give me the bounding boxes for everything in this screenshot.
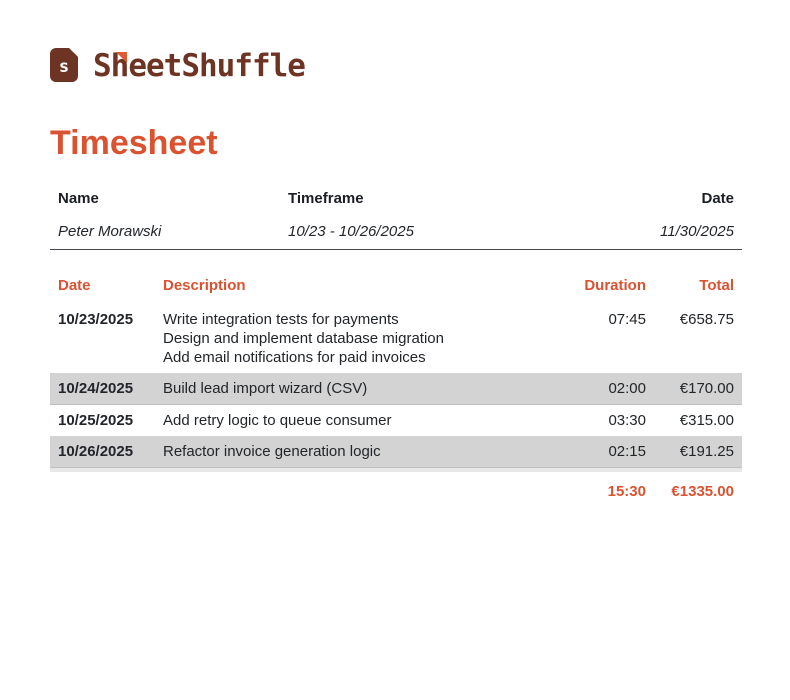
row-total: €658.75	[679, 311, 734, 328]
totals-row: 15:30 €1335.00	[50, 472, 742, 507]
description-line: Add retry logic to queue consumer	[163, 412, 392, 429]
meta-date-label: Date	[701, 190, 734, 207]
logo-letter: s	[58, 57, 70, 77]
page-title: Timesheet	[50, 124, 218, 162]
document-icon: s	[50, 48, 78, 82]
meta-timeframe: Timeframe 10/23 - 10/26/2025	[288, 190, 564, 240]
row-date: 10/23/2025	[58, 311, 134, 328]
timesheet-table: Date Description Duration Total 10/23/20…	[50, 277, 742, 507]
header-duration: Duration	[584, 277, 646, 294]
table-header-row: Date Description Duration Total	[50, 277, 742, 304]
timesheet-row: 10/23/2025 Write integration tests for p…	[50, 304, 742, 373]
row-description: Add retry logic to queue consumer	[155, 405, 576, 437]
row-total: €315.00	[679, 412, 734, 429]
row-description: Refactor invoice generation logic	[155, 436, 576, 468]
meta-name-label: Name	[58, 190, 99, 207]
row-date: 10/24/2025	[50, 373, 155, 405]
header-description: Description	[163, 277, 246, 294]
row-date: 10/25/2025	[58, 412, 134, 429]
table-bottom-shadow	[50, 467, 742, 472]
description-line: Write integration tests for payments	[163, 311, 399, 328]
row-duration: 02:00	[576, 373, 654, 405]
timesheet-row: 10/26/2025 Refactor invoice generation l…	[50, 436, 742, 468]
row-description: Build lead import wizard (CSV)	[155, 373, 576, 405]
timesheet-row: 10/24/2025 Build lead import wizard (CSV…	[50, 373, 742, 405]
total-duration: 15:30	[607, 482, 646, 500]
row-date: 10/26/2025	[50, 436, 155, 468]
description-line: Build lead import wizard (CSV)	[163, 380, 368, 397]
meta-name: Name Peter Morawski	[58, 190, 288, 240]
timesheet-row: 10/25/2025 Add retry logic to queue cons…	[50, 405, 742, 437]
brand-name: SheetShuffle	[93, 47, 306, 84]
total-amount: €1335.00	[671, 482, 734, 500]
totals-spacer-date	[50, 472, 155, 507]
description-line: Add email notifications for paid invoice…	[163, 349, 426, 366]
meta-name-value: Peter Morawski	[58, 223, 162, 240]
totals-spacer-desc	[155, 472, 576, 507]
row-total: €191.25	[654, 436, 742, 468]
row-duration: 03:30	[608, 412, 646, 429]
row-total: €170.00	[654, 373, 742, 405]
description-line: Refactor invoice generation logic	[163, 443, 381, 460]
header-date: Date	[58, 277, 91, 294]
meta-date-value: 11/30/2025	[660, 223, 734, 240]
header-total: Total	[699, 277, 734, 294]
timesheet-meta: Name Peter Morawski Timeframe 10/23 - 10…	[50, 190, 742, 250]
row-description: Write integration tests for payments Desi…	[155, 304, 576, 373]
meta-timeframe-value: 10/23 - 10/26/2025	[288, 223, 414, 240]
brand-header: s SheetShuffle	[50, 48, 742, 84]
folded-corner-icon	[116, 52, 127, 63]
description-line: Design and implement database migration	[163, 330, 444, 347]
meta-timeframe-label: Timeframe	[288, 190, 364, 207]
row-duration: 02:15	[576, 436, 654, 468]
row-duration: 07:45	[608, 311, 646, 328]
sheetshuffle-logo-icon: s	[50, 48, 127, 84]
meta-date: Date 11/30/2025	[564, 190, 734, 240]
